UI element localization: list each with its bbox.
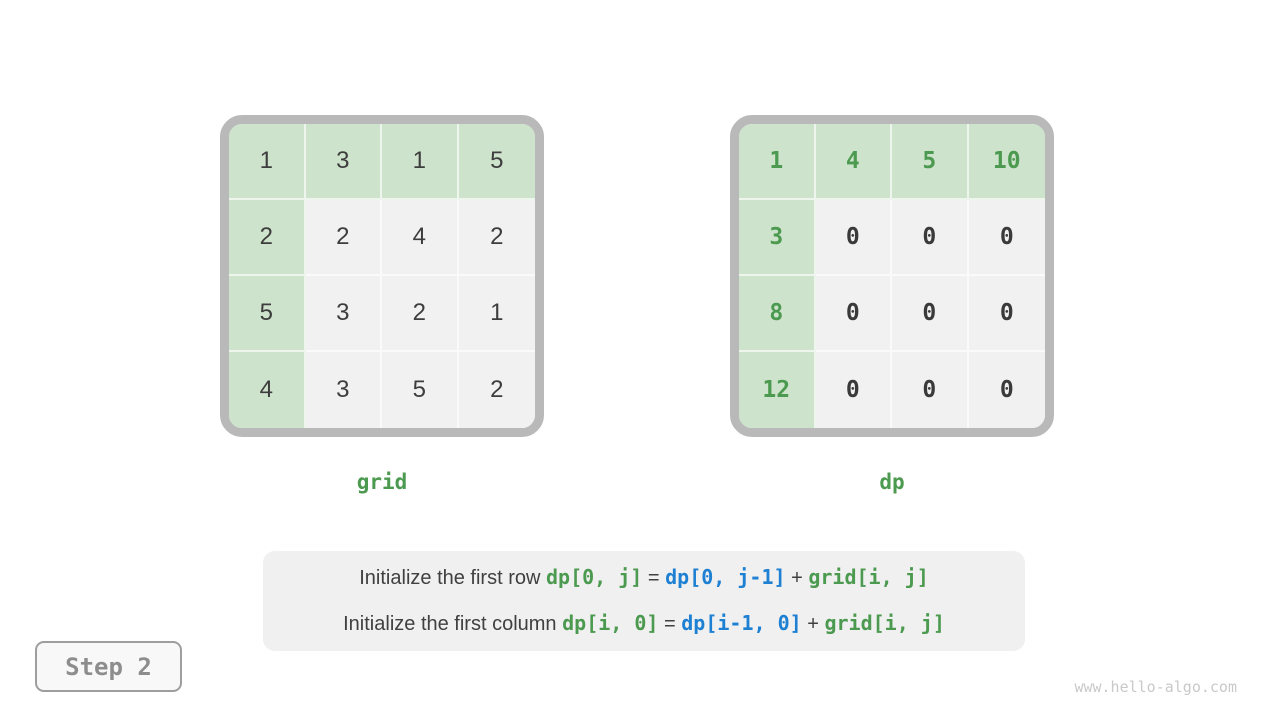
matrix-cell: 0 — [815, 352, 892, 428]
matrix-cell: 5 — [458, 124, 535, 200]
grid-matrix-label: grid — [356, 470, 408, 494]
matrix-cell: 0 — [968, 352, 1045, 428]
matrix-cell: 2 — [382, 276, 459, 352]
formula-caption-box: Initialize the first row dp[0, j] = dp[0… — [263, 551, 1025, 651]
caption-text: Initialize the first column — [343, 613, 563, 635]
matrix-cell: 1 — [458, 276, 535, 352]
matrix-cell: 2 — [305, 200, 382, 276]
caption-text: + — [785, 567, 809, 589]
matrix-cell: 2 — [458, 352, 535, 428]
matrix-cell: 3 — [305, 352, 382, 428]
dp-matrix-label: dp — [879, 470, 905, 494]
matrix-cell: 5 — [892, 124, 969, 200]
dp-matrix: 1 4 5 10 3 0 0 0 8 0 0 0 12 0 0 0 — [730, 115, 1054, 437]
matrix-cell: 0 — [815, 200, 892, 276]
watermark-text: www.hello-algo.com — [1074, 678, 1237, 696]
matrix-cell: 0 — [968, 200, 1045, 276]
matrix-cell: 2 — [229, 200, 306, 276]
formula-line-first-column: Initialize the first column dp[i, 0] = d… — [343, 601, 945, 647]
caption-text: = — [658, 613, 682, 635]
matrix-cell: 8 — [739, 276, 816, 352]
code-token: dp[i-1, 0] — [681, 611, 802, 635]
matrix-cell: 12 — [739, 352, 816, 428]
code-token: grid[i, j] — [808, 565, 929, 589]
matrix-cell: 0 — [892, 200, 969, 276]
matrix-cell: 0 — [892, 276, 969, 352]
matrix-cell: 4 — [815, 124, 892, 200]
matrix-cell: 10 — [968, 124, 1045, 200]
matrix-cell: 4 — [229, 352, 306, 428]
code-token: grid[i, j] — [824, 611, 945, 635]
caption-text: + — [801, 613, 825, 635]
matrix-cell: 5 — [382, 352, 459, 428]
caption-text: Initialize the first row — [359, 567, 546, 589]
matrix-cell: 1 — [382, 124, 459, 200]
matrix-cell: 0 — [968, 276, 1045, 352]
matrix-cell: 0 — [815, 276, 892, 352]
matrix-cell: 4 — [382, 200, 459, 276]
matrix-cell: 5 — [229, 276, 306, 352]
code-token: dp[0, j-1] — [665, 565, 786, 589]
code-token: dp[i, 0] — [562, 611, 659, 635]
caption-text: = — [642, 567, 666, 589]
matrix-cell: 3 — [305, 124, 382, 200]
matrix-cell: 1 — [739, 124, 816, 200]
matrix-cell: 2 — [458, 200, 535, 276]
matrix-cell: 1 — [229, 124, 306, 200]
code-token: dp[0, j] — [545, 565, 643, 589]
step-badge: Step 2 — [35, 641, 182, 692]
matrix-cell: 3 — [305, 276, 382, 352]
matrix-cell: 3 — [739, 200, 816, 276]
formula-line-first-row: Initialize the first row dp[0, j] = dp[0… — [359, 555, 929, 601]
matrix-cell: 0 — [892, 352, 969, 428]
